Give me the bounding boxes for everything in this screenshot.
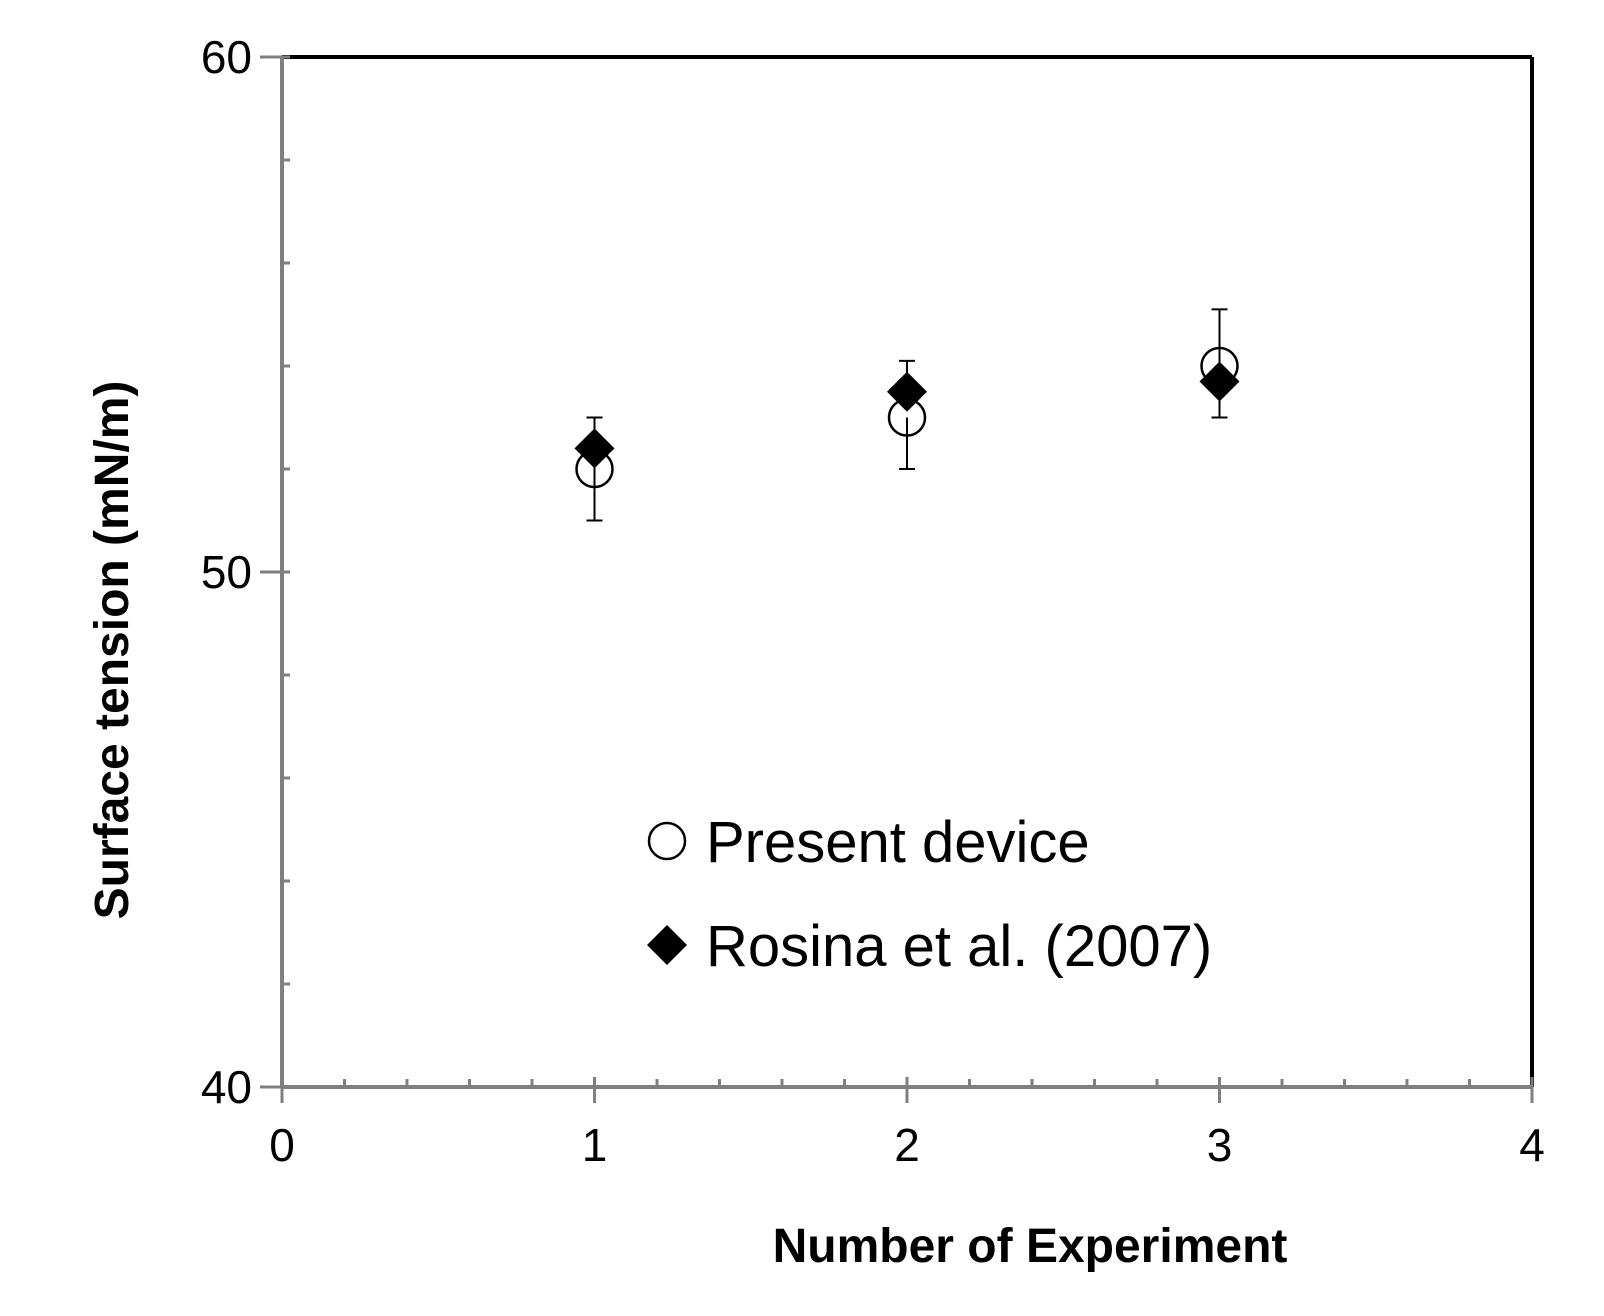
legend-label-present-device: Present device <box>706 810 1090 875</box>
data-point-rosina-2007 <box>1199 361 1240 402</box>
tick-labels: 0 1 2 3 4 40 50 60 <box>201 31 1545 1171</box>
x-tick-label: 3 <box>1207 1119 1233 1171</box>
error-bars <box>586 308 1228 522</box>
data-point-rosina-2007 <box>574 428 615 469</box>
legend-marker-present-device <box>647 821 687 861</box>
y-tick-label: 60 <box>201 31 252 83</box>
x-tick-label: 1 <box>582 1119 608 1171</box>
legend-label-rosina-2007: Rosina et al. (2007) <box>706 914 1212 979</box>
x-tick-label: 2 <box>894 1119 920 1171</box>
x-axis-title: Number of Experiment <box>773 1220 1288 1273</box>
x-tick-label: 0 <box>269 1119 295 1171</box>
y-tick-label: 50 <box>201 546 252 598</box>
minor-ticks <box>260 55 1534 1103</box>
legend: Present device Rosina et al. (2007) <box>647 810 1212 979</box>
data-point-rosina-2007 <box>887 371 927 412</box>
markers <box>574 346 1240 489</box>
y-tick-label: 40 <box>201 1061 252 1113</box>
x-tick-label: 4 <box>1519 1119 1545 1171</box>
legend-marker-rosina-2007 <box>647 925 687 965</box>
y-axis-title: Surface tension (mN/m) <box>86 381 139 920</box>
